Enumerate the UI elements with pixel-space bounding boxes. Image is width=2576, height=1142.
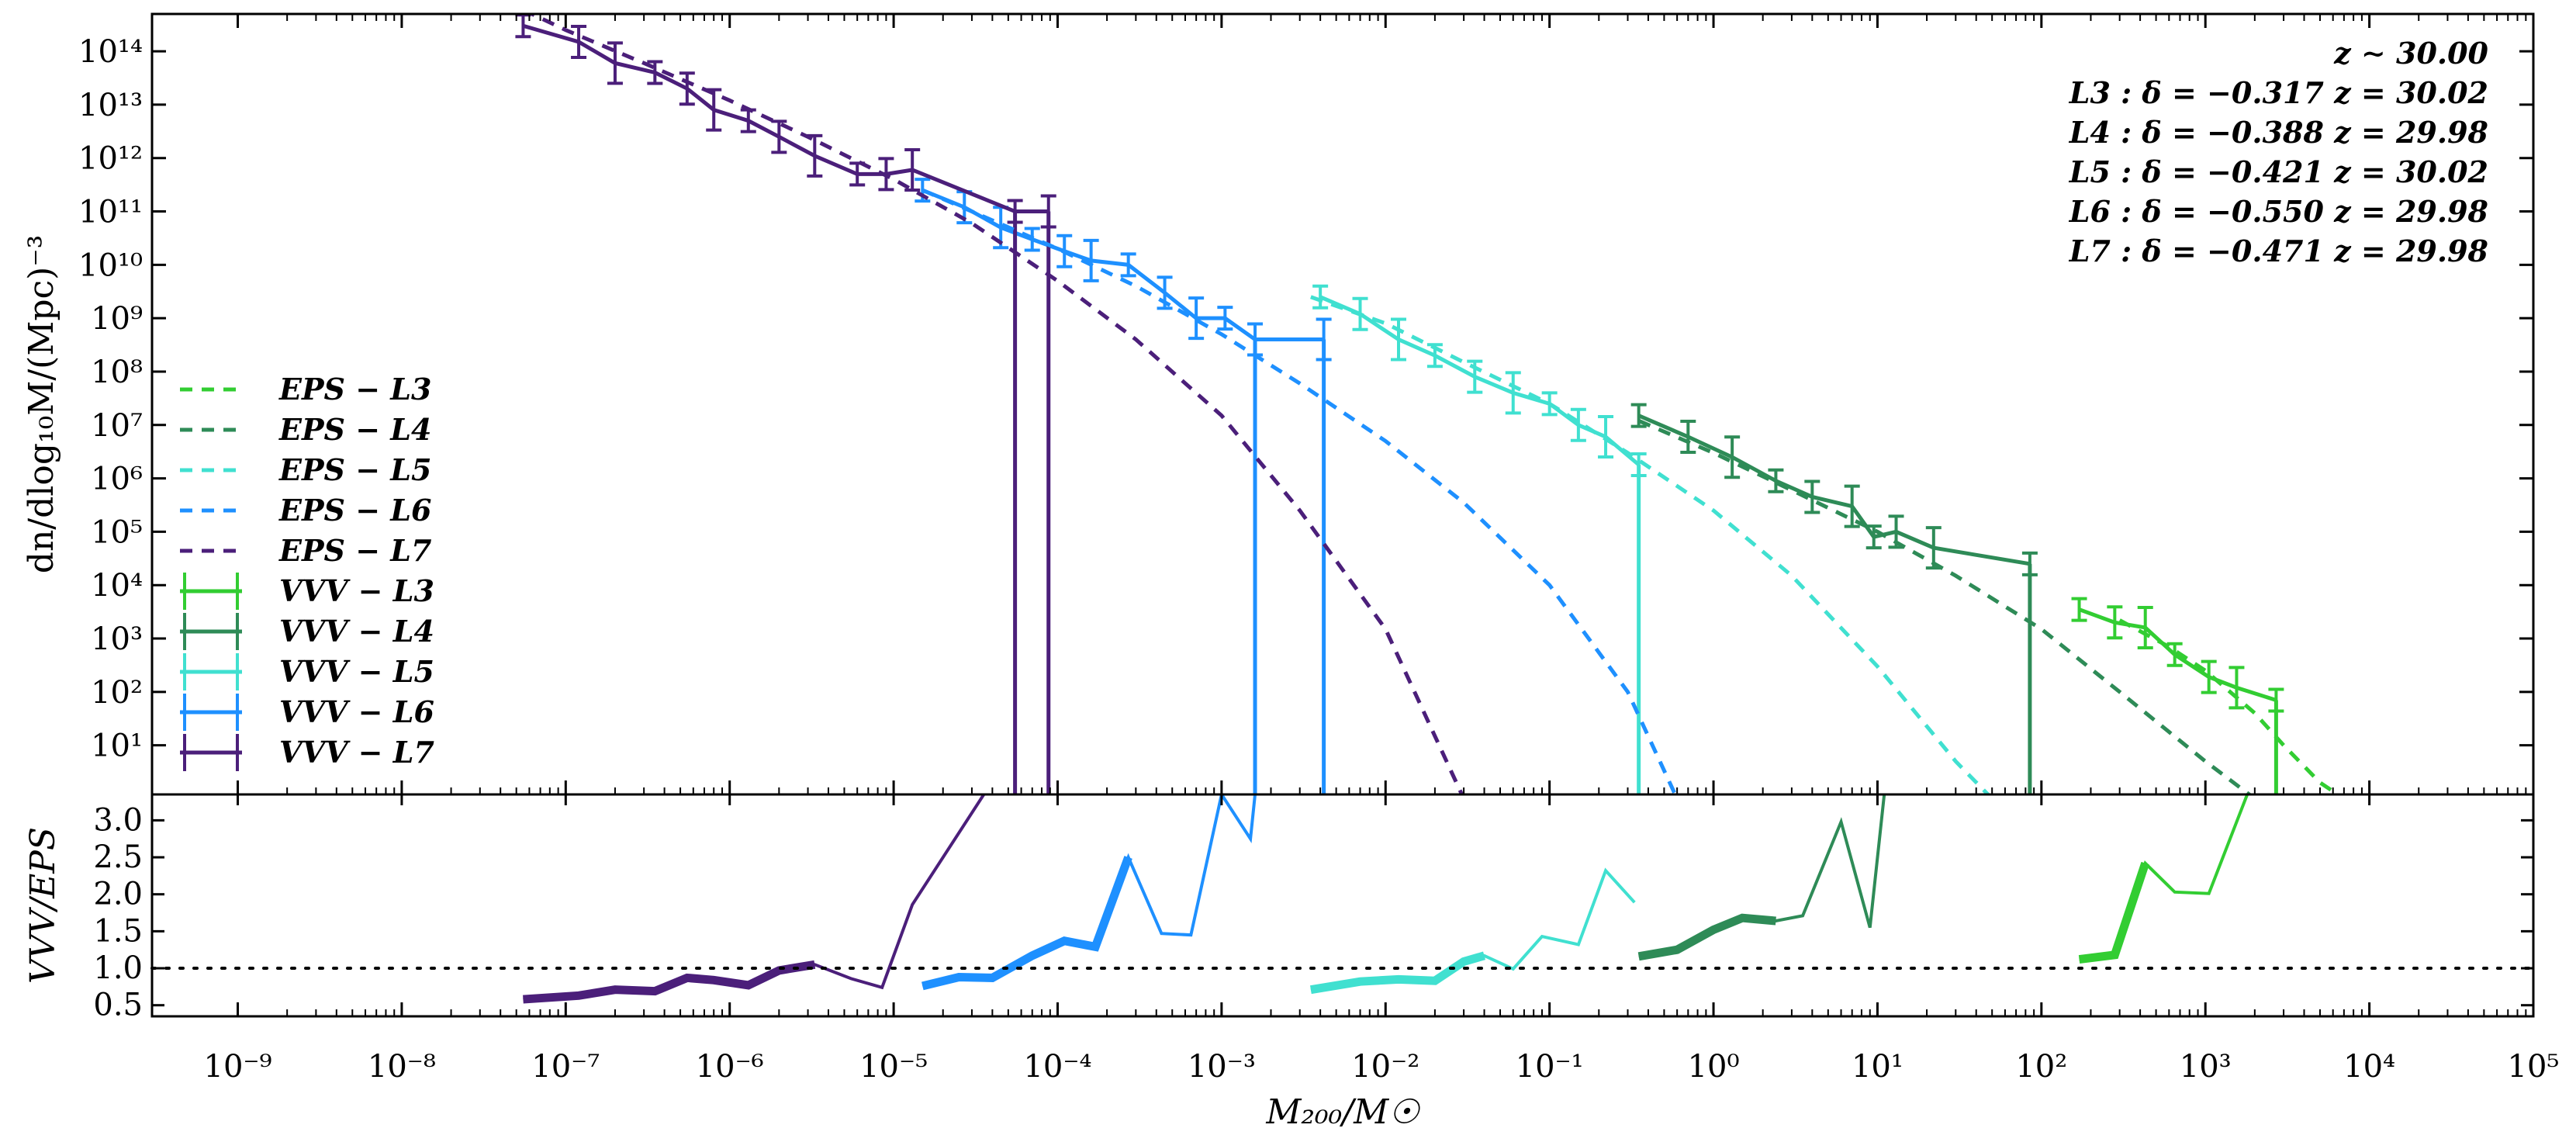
annotation-line: L3 : δ = −0.317 z = 30.02 (2069, 75, 2488, 110)
ratio-panel-frame (150, 793, 2535, 1018)
x-tick-label: 10¹ (1852, 1049, 1903, 1085)
x-tick-label: 10⁻¹ (1516, 1049, 1584, 1085)
annotation-line: L5 : δ = −0.421 z = 30.02 (2069, 154, 2488, 189)
main-panel-series (515, 14, 2342, 794)
axis-tick-labels: 10⁻⁹ 10⁻⁸ 10⁻⁷ 10⁻⁶ 10⁻⁵ 10⁻⁴ 10⁻³ 10⁻² 10⁻¹ 10⁰ 1… (78, 34, 2559, 1085)
vvv-l6-line (921, 188, 1324, 342)
eps-l4-curve (1637, 419, 2253, 794)
main-y-axis-title: dn/dlog₁₀M/(Mpc)⁻³ (22, 235, 61, 573)
y-tick-label: 10⁴ (91, 568, 143, 604)
ratio-l5-line (1310, 867, 1636, 991)
x-tick-label: 10³ (2180, 1049, 2232, 1085)
x-tick-label: 10⁻⁵ (859, 1049, 928, 1085)
ratio-panel-series (523, 794, 2249, 1004)
y-tick-label: 10⁸ (91, 355, 143, 390)
eps-l7-curve (527, 14, 1464, 794)
ratio-y-tick-label: 2.0 (93, 877, 143, 912)
y-tick-label: 10¹⁴ (78, 34, 143, 70)
ratio-l3-thick-segment (2078, 861, 2149, 964)
ratio-y-tick-label: 0.5 (93, 988, 143, 1023)
eps-l3-curve (2118, 618, 2342, 794)
vvv-l7-line (522, 23, 1049, 214)
y-tick-label: 10⁵ (91, 514, 143, 550)
legend-vvv-l3-label: VVV − L3 (279, 573, 434, 608)
y-tick-label: 10⁹ (91, 301, 143, 337)
ratio-l7-line (523, 794, 986, 1002)
vvv-l3-line (2078, 607, 2277, 702)
x-tick-label: 10⁻⁹ (204, 1049, 272, 1085)
legend-eps-l7-label: EPS − L7 (278, 533, 431, 568)
y-tick-label: 10¹¹ (78, 195, 143, 230)
ratio-y-axis-title: VVV/EPS (23, 827, 63, 984)
x-tick-label: 10⁵ (2508, 1049, 2560, 1085)
x-axis-title: M₂₀₀/M☉ (1265, 1092, 1420, 1132)
y-tick-label: 10⁶ (91, 462, 143, 497)
y-tick-label: 10¹⁰ (78, 247, 143, 283)
axis-ticks (152, 14, 2535, 1016)
x-tick-label: 10⁻⁴ (1023, 1049, 1091, 1085)
legend-eps-l6-label: EPS − L6 (278, 493, 431, 528)
ratio-l4-line (1638, 794, 1886, 958)
ratio-l7-thick-segment (523, 960, 816, 1004)
legend: EPS − L3 EPS − L4 EPS − L5 EPS − L6 EPS − L7… (180, 372, 434, 771)
legend-vvv-l5-label: VVV − L5 (279, 654, 434, 689)
annotation-line: L7 : δ = −0.471 z = 29.98 (2069, 234, 2488, 268)
x-tick-label: 10⁰ (1688, 1049, 1740, 1085)
legend-vvv-l6-label: VVV − L6 (279, 694, 434, 729)
y-tick-label: 10¹ (91, 728, 143, 764)
redshift-annotations: z ∼ 30.00 L3 : δ = −0.317 z = 30.02 L4 : δ… (2069, 36, 2489, 268)
ratio-y-tick-label: 1.0 (93, 950, 143, 986)
annotation-line: L6 : δ = −0.550 z = 29.98 (2069, 194, 2488, 229)
x-tick-label: 10² (2015, 1049, 2067, 1085)
ratio-y-tick-label: 2.5 (93, 839, 143, 875)
ratio-l5-thick-segment (1309, 951, 1486, 995)
legend-vvv-l4-label: VVV − L4 (279, 614, 434, 649)
vvv-l4-line (1637, 414, 2031, 566)
vvv-l5-line (1319, 295, 1641, 466)
ratio-y-tick-label: 3.0 (93, 802, 143, 838)
ratio-l3-line (2079, 794, 2249, 961)
legend-eps-l5-label: EPS − L5 (278, 452, 431, 487)
eps-l6-curve (921, 188, 1678, 794)
ratio-l6-line (921, 794, 1257, 988)
x-tick-label: 10⁻³ (1188, 1049, 1256, 1085)
ratio-l6-thick-segment (921, 856, 1132, 991)
y-tick-label: 10¹³ (78, 88, 143, 123)
ratio-l4-thick-segment (1637, 913, 1776, 961)
legend-eps-l3-label: EPS − L3 (278, 372, 431, 407)
y-tick-label: 10⁷ (91, 408, 143, 444)
y-tick-label: 10² (91, 675, 143, 711)
x-tick-label: 10⁻² (1351, 1049, 1419, 1085)
x-tick-label: 10⁴ (2343, 1049, 2395, 1085)
annotation-line: L4 : δ = −0.388 z = 29.98 (2069, 115, 2488, 150)
eps-l5-curve (1310, 295, 1991, 794)
x-tick-label: 10⁻⁷ (531, 1049, 600, 1085)
x-tick-label: 10⁻⁶ (696, 1049, 764, 1085)
ratio-y-tick-label: 1.5 (93, 913, 143, 949)
y-tick-label: 10³ (91, 621, 143, 657)
annotation-line: z ∼ 30.00 (2333, 36, 2488, 71)
y-tick-label: 10¹² (78, 141, 143, 177)
legend-vvv-l7-label: VVV − L7 (279, 735, 434, 770)
legend-eps-l4-label: EPS − L4 (278, 412, 431, 447)
x-tick-label: 10⁻⁸ (368, 1049, 436, 1085)
